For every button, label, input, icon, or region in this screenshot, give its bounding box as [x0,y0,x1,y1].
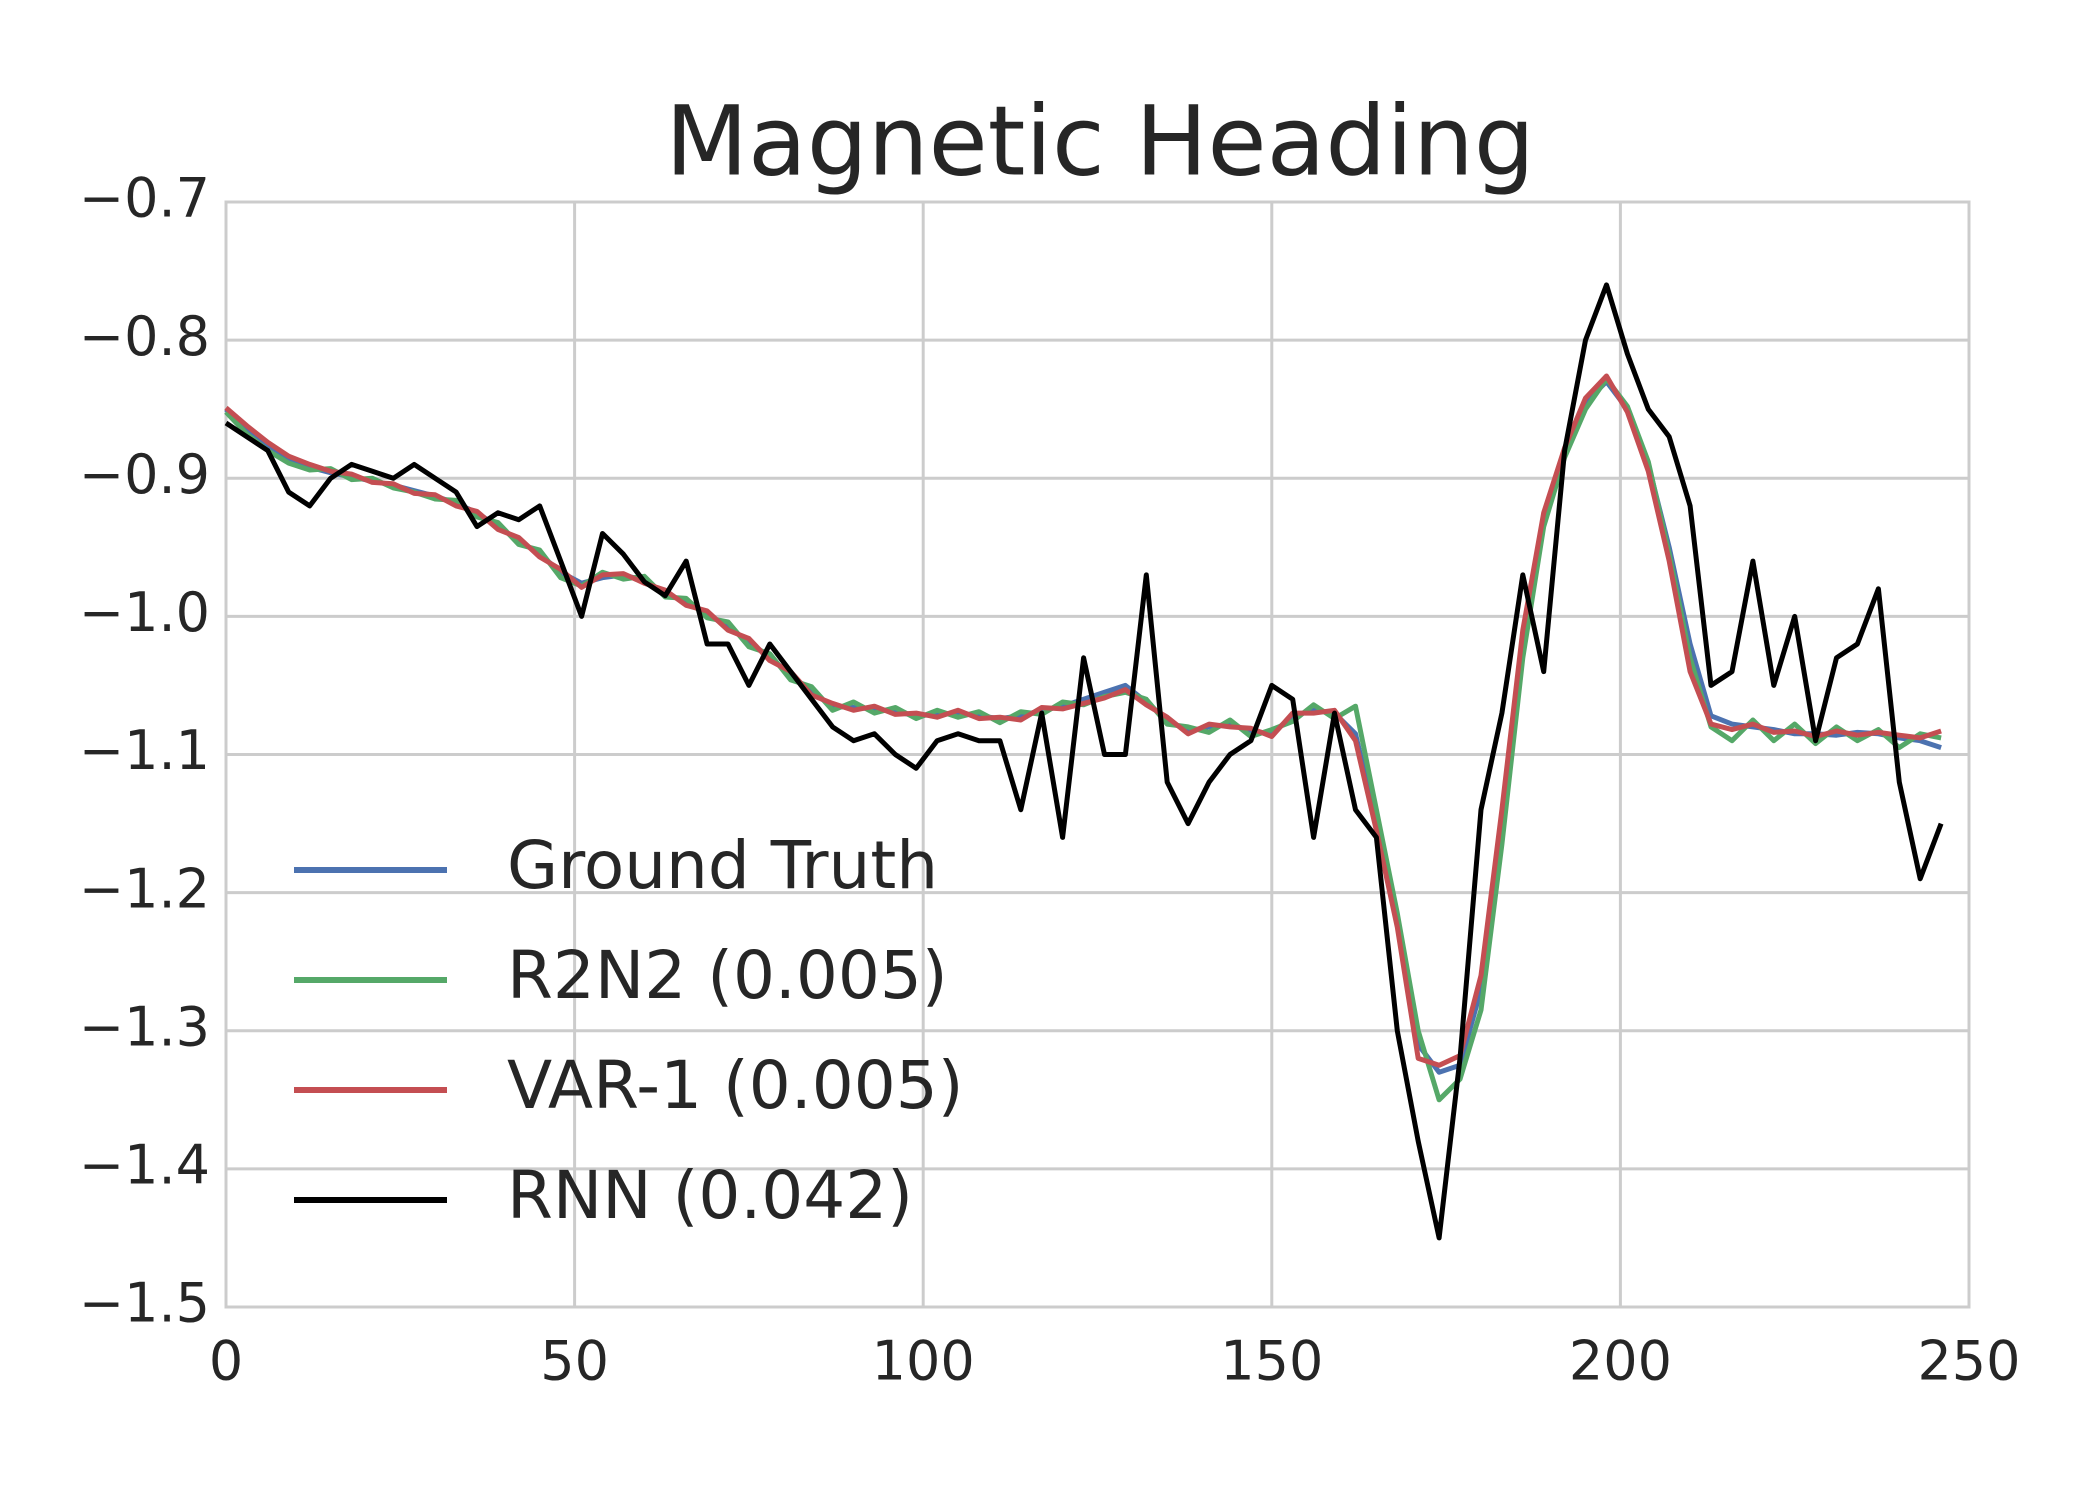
legend-label: RNN (0.042) [507,1157,913,1234]
x-tick-label: 50 [540,1330,609,1393]
y-tick-label: −0.7 [79,167,210,230]
plot-frame [224,200,1971,1309]
y-tick-label: −1.2 [79,857,210,920]
y-tick-label: −0.9 [79,443,210,506]
y-tick-label: −0.8 [79,305,210,368]
x-tick-label: 250 [1917,1330,2020,1393]
y-tick-label: −1.3 [79,995,210,1058]
legend-label: Ground Truth [507,827,938,904]
y-tick-label: −1.5 [79,1272,210,1335]
y-tick-label: −1.0 [79,581,210,644]
legend-label: R2N2 (0.005) [507,937,948,1014]
x-tick-label: 150 [1220,1330,1323,1393]
series-line [224,373,1942,1068]
y-tick-label: −1.1 [79,719,210,782]
x-tick-label: 200 [1569,1330,1672,1393]
chart-title: Magnetic Heading [665,85,1535,197]
y-tick-label: −1.4 [79,1134,210,1197]
x-tick-label: 0 [209,1330,243,1393]
legend-label: VAR-1 (0.005) [507,1047,964,1124]
series-line [224,282,1944,1241]
x-tick-label: 100 [872,1330,975,1393]
